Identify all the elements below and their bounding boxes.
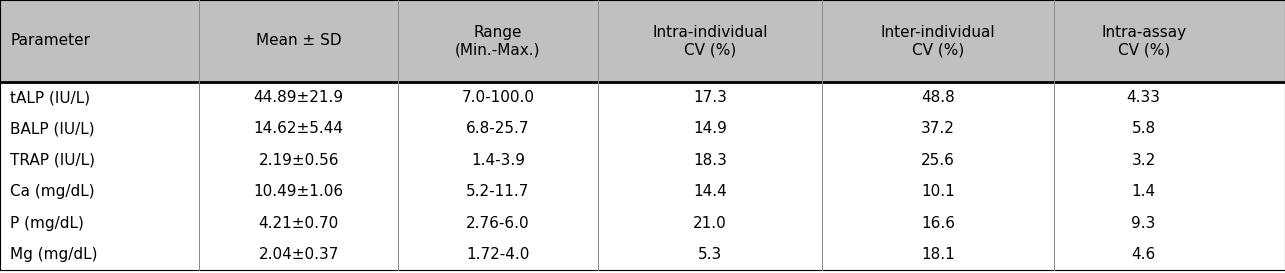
Text: 25.6: 25.6 — [921, 153, 955, 168]
Text: 5.8: 5.8 — [1132, 121, 1155, 136]
Bar — [0, 0, 1285, 82]
Bar — [0, 207, 1285, 239]
Text: 17.3: 17.3 — [693, 90, 727, 105]
Text: 2.19±0.56: 2.19±0.56 — [258, 153, 339, 168]
Text: P (mg/dL): P (mg/dL) — [10, 216, 84, 231]
Text: 18.3: 18.3 — [693, 153, 727, 168]
Text: 5.2-11.7: 5.2-11.7 — [466, 184, 529, 199]
Text: BALP (IU/L): BALP (IU/L) — [10, 121, 95, 136]
Text: 2.76-6.0: 2.76-6.0 — [466, 216, 529, 231]
Text: 4.21±0.70: 4.21±0.70 — [258, 216, 339, 231]
Text: TRAP (IU/L): TRAP (IU/L) — [10, 153, 95, 168]
Text: Parameter: Parameter — [10, 34, 90, 48]
Bar — [0, 113, 1285, 145]
Text: Range
(Min.-Max.): Range (Min.-Max.) — [455, 25, 541, 57]
Text: 14.9: 14.9 — [693, 121, 727, 136]
Text: Intra-individual
CV (%): Intra-individual CV (%) — [653, 25, 767, 57]
Text: 3.2: 3.2 — [1132, 153, 1155, 168]
Text: Mg (mg/dL): Mg (mg/dL) — [10, 247, 98, 262]
Text: 14.4: 14.4 — [693, 184, 727, 199]
Text: 7.0-100.0: 7.0-100.0 — [461, 90, 535, 105]
Text: 4.6: 4.6 — [1132, 247, 1155, 262]
Bar — [0, 239, 1285, 270]
Text: 2.04±0.37: 2.04±0.37 — [258, 247, 339, 262]
Text: 4.33: 4.33 — [1127, 90, 1160, 105]
Text: 48.8: 48.8 — [921, 90, 955, 105]
Text: 6.8-25.7: 6.8-25.7 — [466, 121, 529, 136]
Text: 5.3: 5.3 — [698, 247, 722, 262]
Bar — [0, 145, 1285, 176]
Text: 37.2: 37.2 — [921, 121, 955, 136]
Text: 1.4: 1.4 — [1132, 184, 1155, 199]
Text: Intra-assay
CV (%): Intra-assay CV (%) — [1101, 25, 1186, 57]
Text: 14.62±5.44: 14.62±5.44 — [253, 121, 344, 136]
Text: tALP (IU/L): tALP (IU/L) — [10, 90, 90, 105]
Text: 10.49±1.06: 10.49±1.06 — [253, 184, 344, 199]
Text: 18.1: 18.1 — [921, 247, 955, 262]
Text: Inter-individual
CV (%): Inter-individual CV (%) — [880, 25, 996, 57]
Bar — [0, 82, 1285, 113]
Text: 10.1: 10.1 — [921, 184, 955, 199]
Text: 21.0: 21.0 — [693, 216, 727, 231]
Text: Ca (mg/dL): Ca (mg/dL) — [10, 184, 95, 199]
Bar — [0, 176, 1285, 207]
Text: 1.4-3.9: 1.4-3.9 — [470, 153, 526, 168]
Text: 1.72-4.0: 1.72-4.0 — [466, 247, 529, 262]
Text: 16.6: 16.6 — [921, 216, 955, 231]
Text: 44.89±21.9: 44.89±21.9 — [253, 90, 344, 105]
Text: 9.3: 9.3 — [1132, 216, 1155, 231]
Text: Mean ± SD: Mean ± SD — [256, 34, 342, 48]
